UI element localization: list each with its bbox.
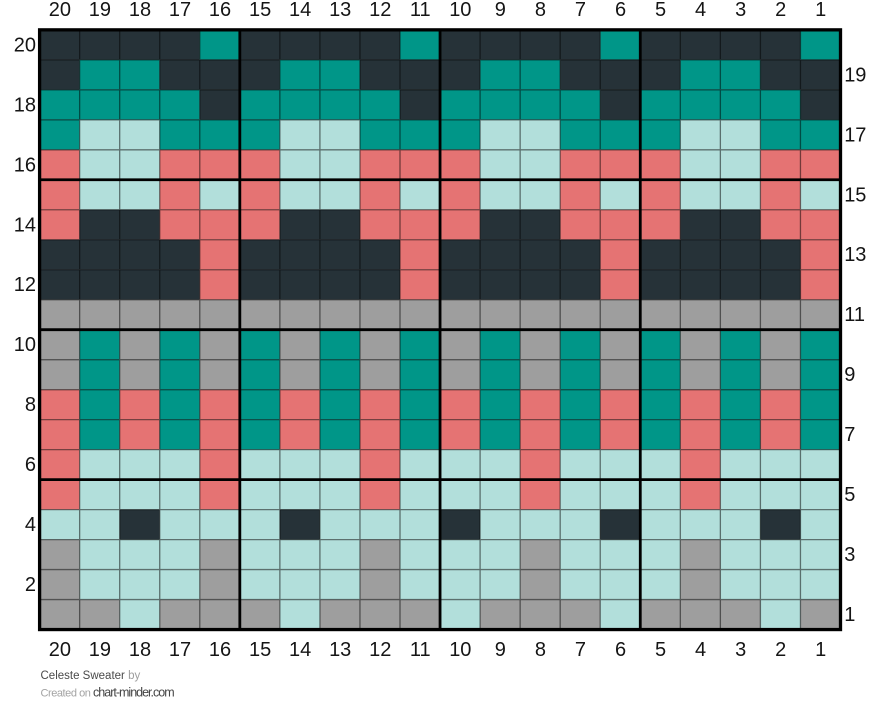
svg-text:Created on chart-minder.com: Created on chart-minder.com bbox=[41, 686, 175, 700]
svg-text:19: 19 bbox=[89, 639, 111, 661]
svg-text:14: 14 bbox=[289, 0, 311, 21]
svg-text:8: 8 bbox=[535, 639, 546, 661]
svg-text:16: 16 bbox=[14, 154, 36, 176]
svg-text:6: 6 bbox=[25, 454, 36, 476]
svg-text:12: 12 bbox=[369, 639, 391, 661]
svg-text:18: 18 bbox=[129, 0, 151, 21]
svg-text:1: 1 bbox=[815, 639, 826, 661]
svg-text:20: 20 bbox=[49, 0, 71, 21]
svg-text:7: 7 bbox=[575, 639, 586, 661]
svg-text:7: 7 bbox=[575, 0, 586, 21]
svg-text:12: 12 bbox=[369, 0, 391, 21]
svg-text:9: 9 bbox=[495, 0, 506, 21]
svg-text:Celeste Sweater by: Celeste Sweater by bbox=[41, 670, 141, 682]
svg-text:17: 17 bbox=[844, 124, 866, 146]
svg-text:11: 11 bbox=[410, 639, 431, 661]
svg-text:11: 11 bbox=[844, 304, 865, 326]
svg-text:6: 6 bbox=[615, 639, 626, 661]
svg-text:18: 18 bbox=[129, 639, 151, 661]
svg-text:7: 7 bbox=[844, 424, 855, 446]
svg-text:16: 16 bbox=[209, 639, 231, 661]
svg-text:6: 6 bbox=[615, 0, 626, 21]
svg-text:11: 11 bbox=[410, 0, 431, 21]
svg-text:5: 5 bbox=[844, 484, 855, 506]
svg-text:13: 13 bbox=[329, 0, 351, 21]
svg-text:4: 4 bbox=[25, 514, 36, 536]
svg-text:15: 15 bbox=[249, 639, 271, 661]
svg-text:9: 9 bbox=[495, 639, 506, 661]
svg-text:2: 2 bbox=[775, 639, 786, 661]
svg-text:20: 20 bbox=[49, 639, 71, 661]
svg-text:10: 10 bbox=[449, 639, 471, 661]
svg-text:9: 9 bbox=[844, 364, 855, 386]
svg-text:17: 17 bbox=[169, 639, 191, 661]
svg-text:12: 12 bbox=[14, 274, 36, 296]
svg-text:16: 16 bbox=[209, 0, 231, 21]
svg-text:20: 20 bbox=[14, 34, 36, 56]
svg-text:3: 3 bbox=[844, 544, 855, 566]
svg-text:10: 10 bbox=[449, 0, 471, 21]
svg-text:3: 3 bbox=[735, 0, 746, 21]
svg-text:18: 18 bbox=[14, 94, 36, 116]
svg-text:8: 8 bbox=[25, 394, 36, 416]
svg-text:14: 14 bbox=[289, 639, 311, 661]
svg-text:10: 10 bbox=[14, 334, 36, 356]
svg-text:4: 4 bbox=[695, 639, 706, 661]
svg-text:4: 4 bbox=[695, 0, 706, 21]
svg-text:19: 19 bbox=[844, 64, 866, 86]
svg-text:13: 13 bbox=[329, 639, 351, 661]
svg-text:5: 5 bbox=[655, 639, 666, 661]
svg-text:1: 1 bbox=[844, 604, 855, 626]
svg-text:17: 17 bbox=[169, 0, 191, 21]
svg-text:2: 2 bbox=[775, 0, 786, 21]
svg-text:14: 14 bbox=[14, 214, 36, 236]
svg-text:1: 1 bbox=[815, 0, 826, 21]
svg-text:19: 19 bbox=[89, 0, 111, 21]
svg-text:8: 8 bbox=[535, 0, 546, 21]
svg-text:3: 3 bbox=[735, 639, 746, 661]
svg-text:13: 13 bbox=[844, 244, 866, 266]
svg-text:5: 5 bbox=[655, 0, 666, 21]
svg-text:15: 15 bbox=[844, 184, 866, 206]
svg-text:15: 15 bbox=[249, 0, 271, 21]
svg-text:2: 2 bbox=[25, 574, 36, 596]
